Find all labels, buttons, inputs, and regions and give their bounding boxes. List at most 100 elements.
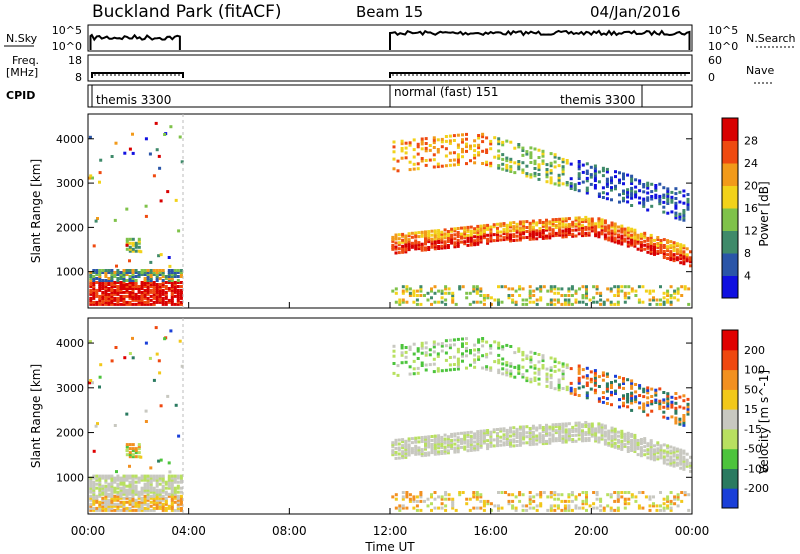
power-cell	[140, 271, 144, 274]
power-cell	[574, 222, 578, 226]
power-cell	[587, 217, 591, 221]
power-cell	[444, 147, 448, 151]
power-cell	[456, 244, 460, 248]
velocity-cell	[515, 436, 519, 439]
power-cell	[407, 240, 411, 244]
velocity-cell	[437, 506, 441, 510]
velocity-cell	[104, 508, 108, 512]
power-cell	[666, 241, 670, 245]
power-cell	[528, 237, 532, 241]
velocity-cell	[538, 440, 542, 444]
velocity-cell	[650, 402, 654, 406]
velocity-cell	[176, 498, 180, 502]
velocity-cell	[95, 508, 99, 512]
velocity-cell	[570, 499, 574, 503]
power-cell	[116, 277, 120, 280]
velocity-cell	[639, 446, 643, 450]
power-cell	[168, 264, 172, 268]
power-cell	[643, 239, 647, 243]
power-cell	[622, 192, 625, 195]
velocity-cell	[675, 455, 679, 459]
power-cell	[170, 275, 174, 278]
velocity-cell	[101, 498, 105, 502]
colorbar-tick-label: -50	[744, 443, 762, 456]
velocity-cell	[128, 482, 132, 486]
power-cell	[585, 162, 589, 166]
power-cell	[592, 296, 596, 300]
velocity-cell	[666, 402, 670, 405]
velocity-cell	[152, 508, 156, 512]
power-cell	[613, 302, 617, 306]
power-cell	[539, 298, 543, 302]
power-cell	[569, 177, 573, 181]
power-ylabel: Slant Range [km]	[29, 159, 43, 263]
power-cell	[539, 289, 543, 293]
velocity-cell	[529, 360, 533, 364]
velocity-cell	[565, 363, 569, 367]
power-cell	[522, 228, 526, 232]
power-cell	[89, 290, 93, 294]
power-cell	[650, 197, 654, 201]
power-cell	[486, 233, 490, 237]
power-cell	[166, 190, 170, 194]
velocity-cell	[125, 447, 129, 451]
velocity-cell	[149, 480, 153, 484]
velocity-cell	[512, 434, 516, 438]
velocity-cell	[584, 423, 588, 426]
velocity-cell	[125, 476, 129, 480]
power-cell	[155, 287, 159, 290]
power-cell	[594, 222, 598, 226]
power-cell	[545, 168, 549, 171]
velocity-cell	[481, 366, 485, 370]
velocity-cell	[679, 466, 683, 470]
power-cell	[546, 302, 550, 306]
power-cell	[541, 234, 545, 238]
power-cell	[149, 279, 153, 282]
velocity-cell	[407, 449, 411, 453]
power-cell	[627, 296, 631, 300]
velocity-cell	[414, 444, 418, 448]
velocity-cell	[517, 349, 521, 353]
power-cell	[404, 246, 408, 250]
power-cell	[452, 151, 456, 155]
power-cell	[656, 242, 660, 245]
power-cell	[561, 172, 565, 176]
power-cell	[656, 246, 660, 249]
power-cell	[678, 215, 682, 219]
velocity-cell	[437, 436, 441, 440]
power-cell	[638, 179, 642, 183]
velocity-cell	[650, 387, 654, 391]
power-cell	[672, 259, 676, 263]
velocity-cell	[116, 490, 120, 494]
power-cell	[146, 273, 150, 276]
power-cell	[394, 233, 398, 237]
power-cell	[620, 234, 624, 238]
velocity-cell	[601, 400, 605, 404]
power-cell	[496, 228, 499, 232]
x-axis-label: Time UT	[364, 540, 415, 554]
power-cell	[440, 289, 444, 293]
velocity-cell	[486, 439, 490, 443]
velocity-cell	[179, 494, 183, 498]
power-cell	[101, 283, 105, 286]
velocity-cell	[492, 444, 496, 448]
power-cell	[140, 285, 144, 288]
power-cell	[533, 171, 537, 175]
velocity-cell	[426, 504, 430, 508]
velocity-cell	[528, 495, 532, 499]
velocity-cell	[590, 422, 594, 426]
power-cell	[512, 229, 516, 233]
power-cell	[666, 298, 670, 302]
power-cell	[143, 300, 147, 304]
velocity-cell	[143, 482, 147, 486]
velocity-cell	[433, 446, 437, 450]
power-cell	[140, 294, 144, 298]
power-cell	[88, 176, 91, 180]
power-cell	[452, 163, 456, 167]
power-cell	[626, 236, 630, 240]
velocity-cell	[465, 349, 468, 353]
velocity-cell	[497, 346, 501, 350]
power-cell	[99, 158, 103, 162]
colorbar-swatch	[722, 330, 738, 351]
power-cell	[649, 249, 653, 253]
